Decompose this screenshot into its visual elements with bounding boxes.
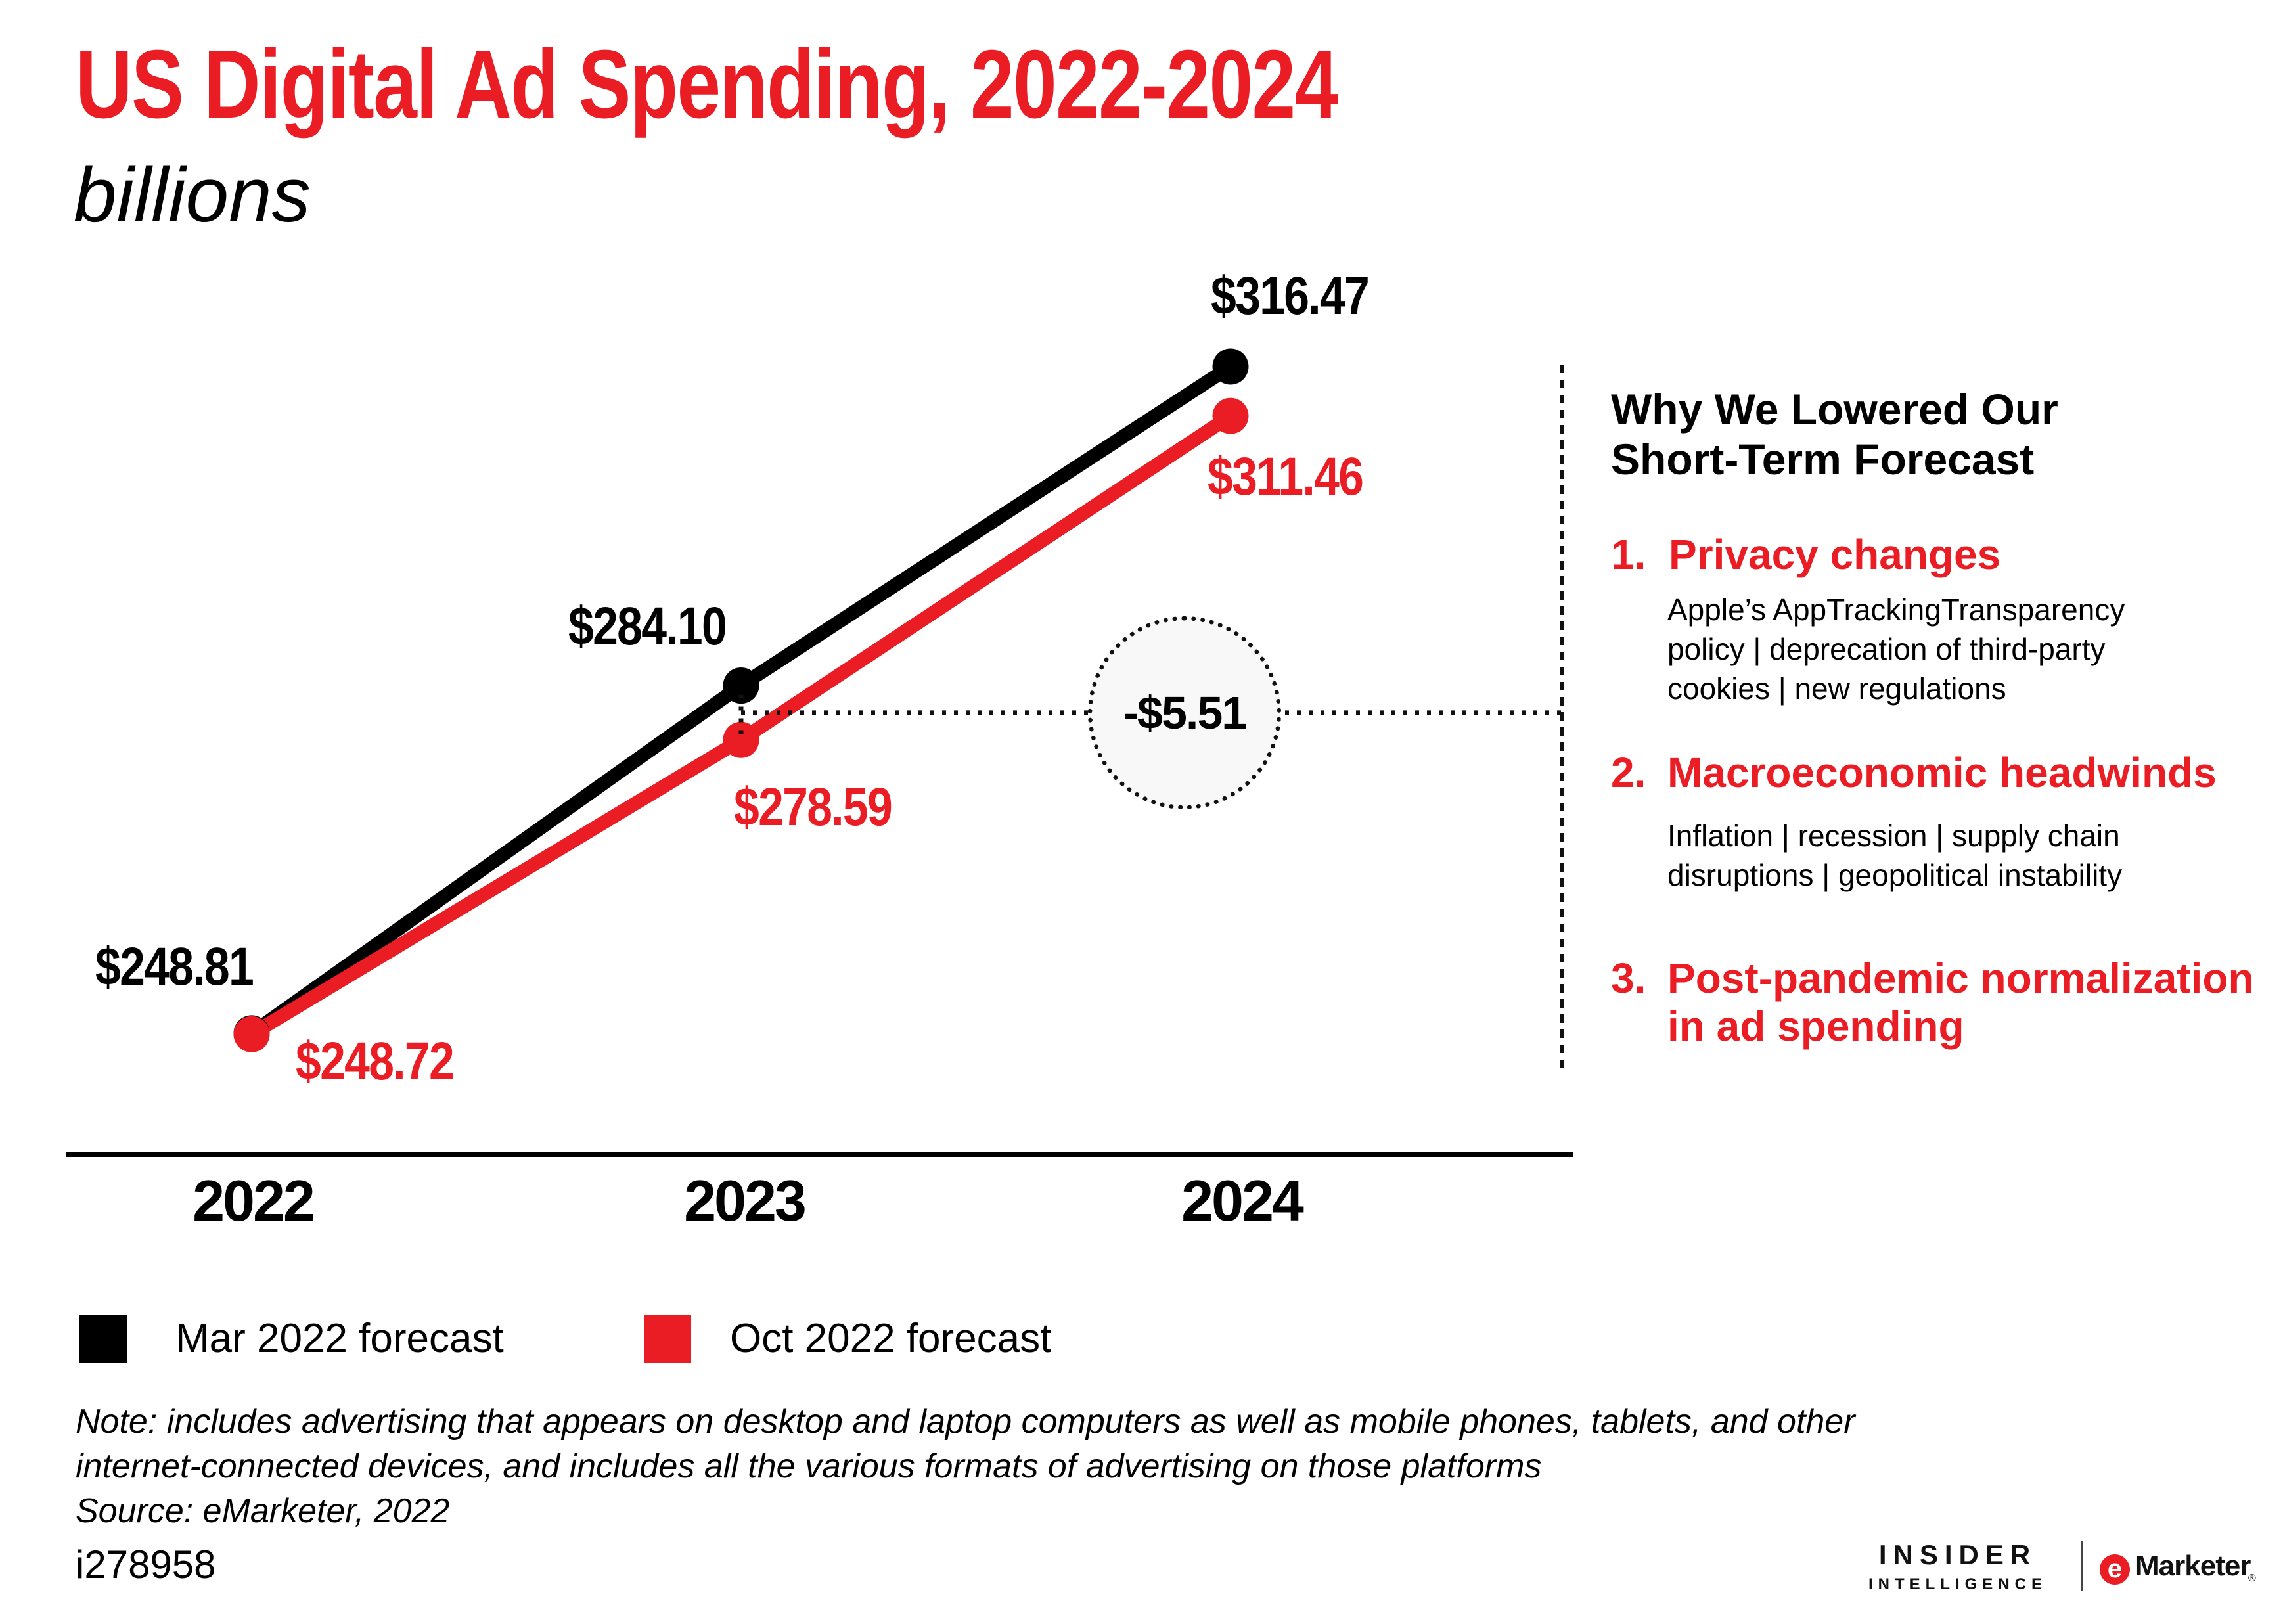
oct-2022-forecast-point-2022: [233, 1016, 270, 1052]
x-axis-label-2024: 2024: [1181, 1168, 1304, 1233]
annotation-circle: -$5.51: [1088, 616, 1281, 809]
value-label-mar-2024: $316.47: [1211, 266, 1370, 326]
page-title: US Digital Ad Spending, 2022-2024: [76, 30, 1338, 139]
panel-item-1-body-line2: policy | deprecation of third-party: [1667, 632, 2106, 666]
brand-intelligence: INTELLIGENCE: [1868, 1575, 2047, 1593]
panel-item-2-heading: Macroeconomic headwinds: [1667, 749, 2217, 796]
value-label-oct-2022: $248.72: [296, 1031, 455, 1091]
mar-2022-forecast-point-2023: [723, 667, 759, 704]
footnote-line1: Note: includes advertising that appears …: [76, 1403, 1855, 1441]
emarketer-e: e: [2107, 1554, 2123, 1583]
panel-item-1-heading: Privacy changes: [1669, 531, 2001, 578]
annotation-text: -$5.51: [1123, 687, 1247, 738]
panel-item-3-heading-line1: Post-pandemic normalization: [1667, 955, 2254, 1002]
panel-item-1-body: Apple’s AppTrackingTransparency policy |…: [1667, 590, 2125, 708]
panel-item-3-heading-line2: in ad spending: [1667, 1003, 1964, 1050]
value-label-oct-2024: $311.46: [1208, 447, 1364, 507]
panel-item-1-number: 1.: [1611, 531, 1646, 578]
side-panel-title: Why We Lowered Our Short-Term Forecast: [1611, 384, 2058, 484]
emarketer-wordmark: Marketer: [2135, 1550, 2251, 1582]
chart-id: i278958: [76, 1543, 216, 1587]
footnote-line2: internet-connected devices, and includes…: [76, 1447, 1542, 1485]
value-label-mar-2022: $248.81: [95, 937, 254, 997]
legend-swatch-mar-2022: [79, 1315, 127, 1363]
panel-item-2-body-line1: Inflation | recession | supply chain: [1667, 819, 2120, 853]
legend-label-mar-2022: Mar 2022 forecast: [175, 1316, 504, 1361]
x-axis-label-2022: 2022: [192, 1168, 315, 1233]
panel-item-2-number: 2.: [1611, 749, 1646, 796]
page-subtitle: billions: [74, 152, 311, 238]
panel-item-1-body-line3: cookies | new regulations: [1667, 671, 2006, 706]
registered-mark: ®: [2248, 1573, 2256, 1584]
oct-2022-forecast-point-2023: [723, 721, 759, 758]
x-axis-label-2023: 2023: [684, 1168, 807, 1233]
oct-2022-forecast-point-2024: [1212, 397, 1249, 434]
footnote: Note: includes advertising that appears …: [76, 1399, 1855, 1533]
panel-item-2-body-line2: disruptions | geopolitical instability: [1667, 858, 2123, 892]
panel-item-3-heading: Post-pandemic normalization in ad spendi…: [1667, 955, 2254, 1050]
panel-item-1-body-line1: Apple’s AppTrackingTransparency: [1667, 593, 2125, 627]
panel-item-2-body: Inflation | recession | supply chain dis…: [1667, 816, 2122, 895]
legend-swatch-oct-2022: [644, 1315, 691, 1363]
value-label-mar-2023: $284.10: [568, 597, 727, 656]
side-panel-title-line1: Why We Lowered Our: [1611, 385, 2058, 434]
panel-item-3-number: 3.: [1611, 955, 1646, 1002]
brand-divider: [2081, 1541, 2083, 1591]
value-label-oct-2023: $278.59: [734, 777, 893, 837]
side-panel-title-line2: Short-Term Forecast: [1611, 435, 2035, 484]
mar-2022-forecast-point-2024: [1212, 348, 1249, 385]
legend-label-oct-2022: Oct 2022 forecast: [730, 1316, 1052, 1361]
footnote-source: Source: eMarketer, 2022: [76, 1492, 450, 1530]
emarketer-logo-icon: e: [2100, 1554, 2130, 1585]
brand-insider: INSIDER: [1878, 1539, 2037, 1570]
